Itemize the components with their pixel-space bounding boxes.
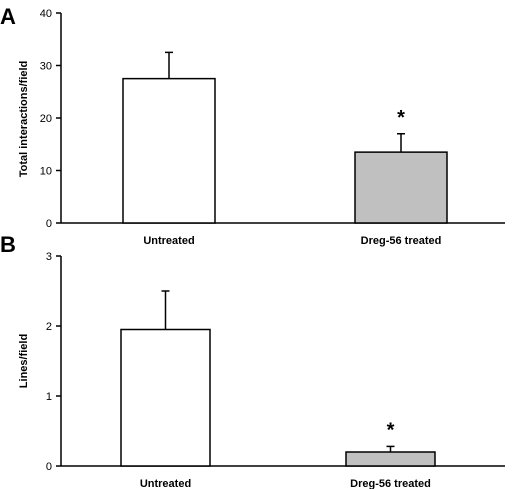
panel-a-y-ticks: 0 10 20 30 40 <box>40 8 61 230</box>
panel-b-significance-marker: * <box>387 419 395 441</box>
panel-a-category-labels: Untreated Dreg-56 treated <box>143 235 441 247</box>
panel-a-category-label: Dreg-56 treated <box>361 235 442 247</box>
panel-b-category-labels: Untreated Dreg-56 treated <box>140 478 431 489</box>
panel-b-chart: B Lines/field 0 1 2 3 * Untreated Dreg-56 tr… <box>0 232 505 489</box>
panel-a-bars: * <box>122 51 448 224</box>
panel-b-bars: * <box>120 290 436 467</box>
panel-a-y-tick-label: 20 <box>40 113 52 125</box>
panel-a-y-tick-label: 10 <box>40 166 52 178</box>
panel-a-chart: A Total interactions/field 0 10 20 30 40 * U… <box>0 4 505 247</box>
panel-a-letter: A <box>0 4 16 29</box>
panel-a-category-label: Untreated <box>143 235 194 247</box>
panel-b-y-ticks: 0 1 2 3 <box>46 251 61 473</box>
panel-a-y-axis-title: Total interactions/field <box>18 61 30 178</box>
panel-b-bar <box>120 328 211 467</box>
panel-a-bar <box>122 77 216 224</box>
panel-b-y-axis-title: Lines/field <box>18 334 30 388</box>
panel-b-category-label: Untreated <box>140 478 191 489</box>
panel-b-letter: B <box>0 232 16 257</box>
panel-a-bar <box>354 151 448 224</box>
panel-a-y-tick-label: 0 <box>46 218 52 230</box>
panel-a-significance-marker: * <box>397 107 405 129</box>
panel-b-y-tick-label: 2 <box>46 321 52 333</box>
panel-b-bar <box>345 451 436 467</box>
panel-a-y-tick-label: 40 <box>40 8 52 20</box>
panel-a-y-tick-label: 30 <box>40 61 52 73</box>
panel-b-y-tick-label: 1 <box>46 391 52 403</box>
panel-b-y-tick-label: 3 <box>46 251 52 263</box>
panel-b-category-label: Dreg-56 treated <box>350 478 431 489</box>
panel-b-y-tick-label: 0 <box>46 461 52 473</box>
